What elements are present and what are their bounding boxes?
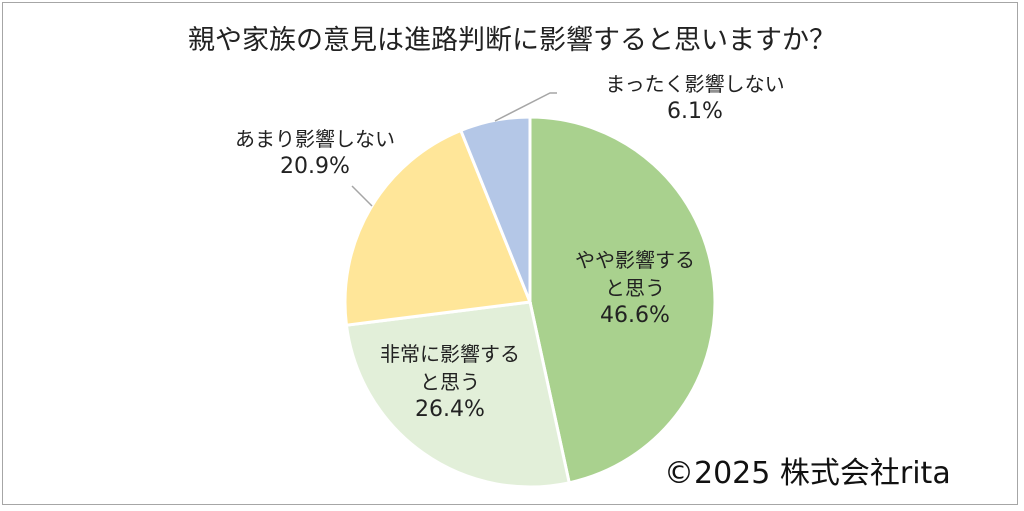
leader-line-2 <box>351 185 373 207</box>
pie-slice-2 <box>343 128 533 327</box>
chart-title: 親や家族の意見は進路判断に影響すると思いますか？ <box>188 25 836 56</box>
slice-label-1: 非常に影響する と思う 26.4% <box>380 342 520 422</box>
slice-label-2: あまり影響しない 20.9% <box>235 127 395 179</box>
pie-slice-1 <box>344 300 572 489</box>
copyright: ©2025 株式会社rita <box>664 456 951 491</box>
slice-label-3: まったく影響しない 6.1% <box>605 72 785 124</box>
chart-frame <box>2 2 1018 505</box>
slice-label-0: やや影響する と思う 46.6% <box>575 248 695 328</box>
leader-line-3 <box>494 92 557 122</box>
pie-slice-0 <box>528 115 717 485</box>
